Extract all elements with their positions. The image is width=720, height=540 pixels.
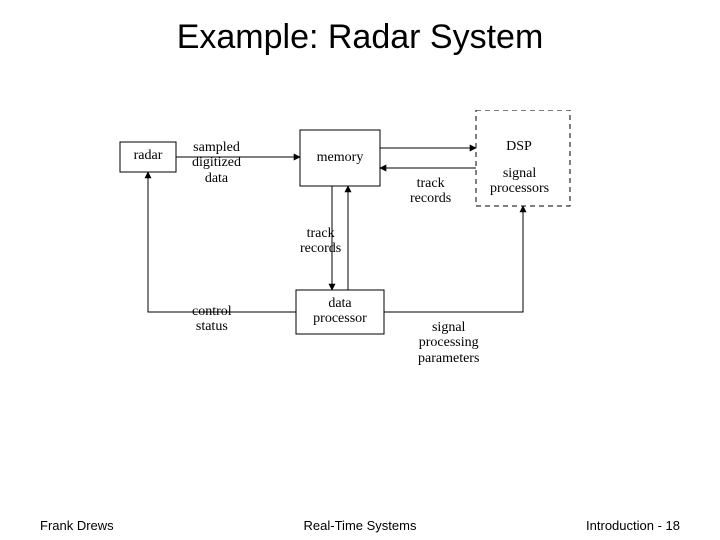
node-label-memory: memory bbox=[300, 150, 380, 165]
edge-label-dproc-radar: control status bbox=[192, 304, 232, 335]
node-label-radar: radar bbox=[120, 148, 176, 163]
edge-label-memory-dsp: track records bbox=[410, 176, 451, 207]
footer-pagenumber: Introduction - 18 bbox=[586, 518, 680, 533]
edge-label-memory-dproc: track records bbox=[300, 226, 341, 257]
node-label-dsp: DSP bbox=[494, 139, 544, 154]
page-title: Example: Radar System bbox=[0, 18, 720, 57]
radar-diagram: radar memory data processor DSP sampled … bbox=[100, 110, 620, 410]
edge-label-dproc-dsp: signal processing parameters bbox=[418, 320, 479, 366]
node-label-dproc: data processor bbox=[296, 296, 384, 327]
dsp-caption: signal processors bbox=[490, 166, 549, 197]
edge-label-radar-memory: sampled digitized data bbox=[192, 140, 241, 186]
